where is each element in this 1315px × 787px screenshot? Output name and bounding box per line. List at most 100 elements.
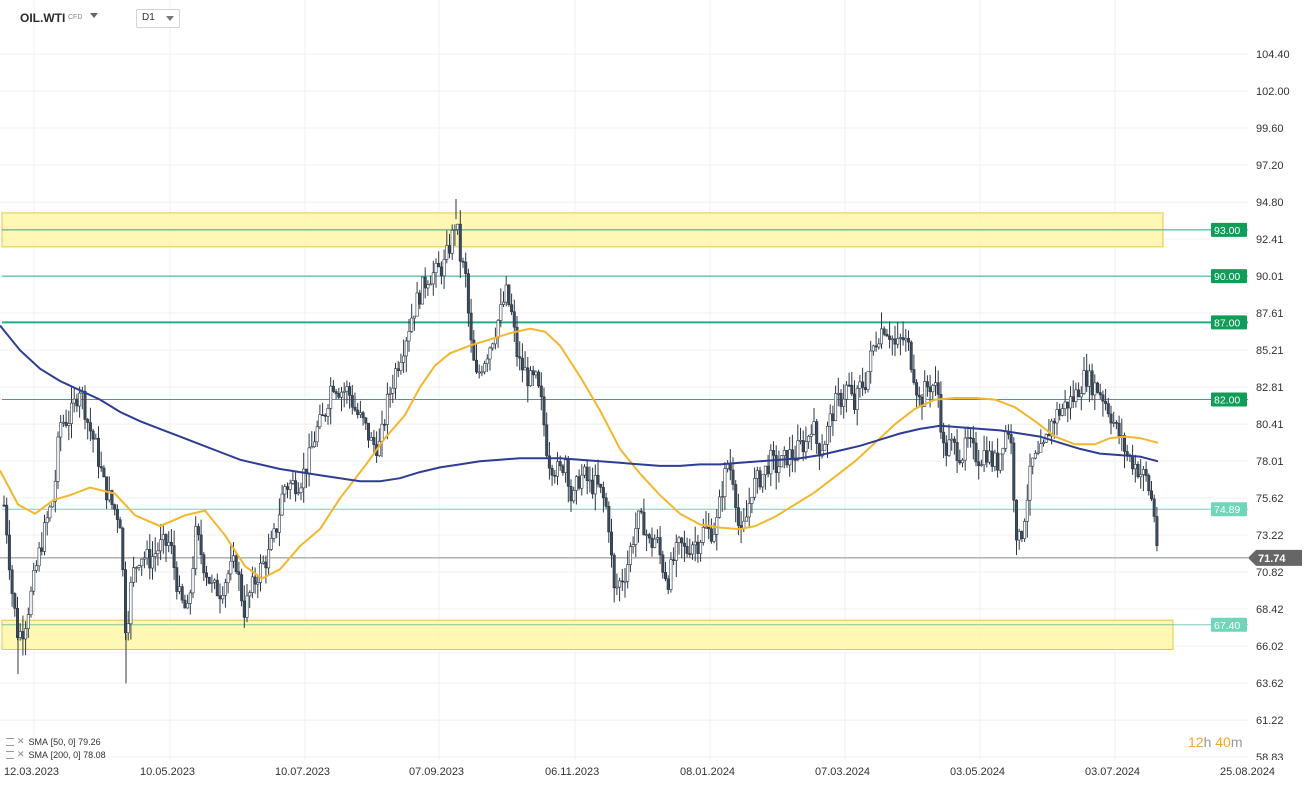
candle-body — [91, 430, 95, 440]
candle-body — [580, 474, 584, 489]
candle-body — [904, 338, 908, 341]
candle-body — [1085, 370, 1089, 387]
candle-body — [196, 526, 200, 536]
candle-body — [888, 335, 892, 340]
legend-item-sma50[interactable]: ✕ SMA [50, 0] 79.26 — [6, 735, 106, 748]
candle-body — [717, 496, 721, 518]
countdown-hours: 12 — [1188, 734, 1204, 750]
candle-body — [1082, 370, 1086, 394]
candle-body — [78, 392, 82, 407]
candle-body — [758, 470, 762, 488]
candle-body — [507, 284, 511, 305]
candle-body — [680, 537, 684, 544]
level-tag — [1211, 392, 1247, 407]
candle-body — [1155, 516, 1159, 546]
candle-body — [1093, 382, 1097, 396]
candle-body — [825, 425, 829, 445]
candle-body — [958, 460, 962, 464]
candle-body — [925, 381, 929, 388]
close-icon[interactable]: ✕ — [17, 736, 25, 746]
candle-body — [321, 414, 325, 417]
candle-body — [10, 569, 14, 594]
candles-group — [2, 199, 1159, 684]
candle-body — [963, 437, 967, 461]
symbol-label[interactable]: OIL.WTI — [20, 11, 66, 25]
candle-body — [294, 480, 298, 495]
countdown-hours-unit: h — [1203, 734, 1212, 750]
candle-body — [709, 528, 713, 542]
candle-body — [1001, 448, 1005, 455]
candle-body — [353, 406, 357, 411]
candle-body — [348, 386, 352, 396]
candle-body — [218, 595, 222, 600]
candle-body — [167, 541, 171, 546]
candle-body — [796, 440, 800, 461]
candle-body — [896, 338, 900, 345]
candle-body — [720, 496, 724, 498]
candle-body — [971, 437, 975, 444]
symbol-dropdown-icon[interactable] — [90, 13, 98, 18]
candle-body — [5, 504, 9, 536]
candle-body — [221, 594, 225, 600]
time-axis-bg — [0, 760, 1315, 787]
candle-body — [261, 561, 265, 564]
y-tick-label: 70.82 — [1256, 567, 1284, 579]
candle-body — [1017, 531, 1021, 541]
candle-body — [312, 441, 316, 447]
candle-body — [650, 537, 654, 548]
candle-body — [979, 464, 983, 467]
candle-body — [105, 476, 109, 501]
candle-body — [753, 478, 757, 498]
candle-body — [564, 459, 568, 474]
candle-body — [21, 631, 25, 640]
candle-body — [528, 370, 532, 387]
candle-body — [960, 459, 964, 464]
candle-body — [766, 465, 770, 475]
candle-body — [437, 263, 441, 268]
candle-body — [151, 556, 155, 569]
candle-body — [1144, 469, 1148, 476]
settings-icon[interactable] — [6, 750, 14, 759]
candle-body — [431, 272, 435, 285]
candle-body — [915, 382, 919, 396]
candle-body — [780, 455, 784, 468]
candle-body — [755, 470, 759, 479]
level-tag-label: 93.00 — [1214, 225, 1240, 237]
candle-body — [1131, 455, 1135, 470]
candle-body — [636, 510, 640, 529]
candle-body — [385, 393, 389, 425]
candle-body — [1109, 413, 1113, 424]
settings-icon[interactable] — [6, 737, 14, 746]
candle-body — [823, 443, 827, 451]
candle-body — [815, 421, 819, 444]
candle-body — [383, 423, 387, 426]
candle-body — [485, 358, 489, 364]
candle-body — [291, 480, 295, 484]
candle-body — [788, 449, 792, 466]
candle-body — [115, 509, 119, 520]
candle-body — [1077, 389, 1081, 398]
candle-body — [1066, 401, 1070, 409]
candle-body — [982, 450, 986, 466]
candle-body — [653, 538, 657, 548]
candle-body — [29, 590, 33, 615]
candle-body — [798, 440, 802, 442]
close-icon[interactable]: ✕ — [17, 749, 25, 759]
candle-body — [744, 516, 748, 522]
candle-body — [229, 560, 233, 575]
timeframe-select[interactable]: D1 — [136, 9, 180, 28]
legend-item-sma200[interactable]: ✕ SMA [200, 0] 78.08 — [6, 748, 106, 761]
candle-body — [1139, 474, 1143, 478]
candle-body — [985, 450, 989, 463]
y-tick-label: 104.40 — [1256, 49, 1290, 61]
candle-body — [318, 414, 322, 428]
candle-body — [1028, 465, 1032, 501]
candle-body — [885, 333, 889, 337]
candle-body — [488, 347, 492, 360]
candle-body — [40, 547, 44, 552]
candle-body — [601, 487, 605, 499]
candle-body — [302, 468, 306, 489]
candle-body — [809, 433, 813, 437]
y-tick-label: 102.00 — [1256, 86, 1290, 98]
